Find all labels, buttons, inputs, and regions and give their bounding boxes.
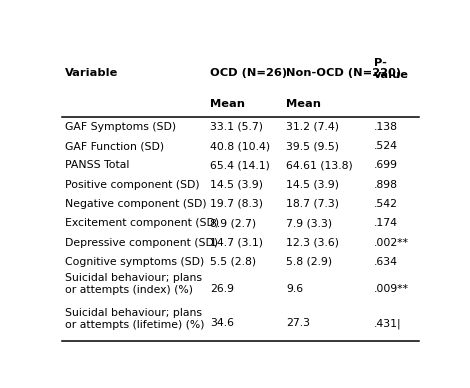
Text: 39.5 (9.5): 39.5 (9.5): [286, 141, 339, 151]
Text: 8.9 (2.7): 8.9 (2.7): [210, 218, 256, 228]
Text: 14.5 (3.9): 14.5 (3.9): [286, 180, 339, 190]
Text: Excitement component (SD): Excitement component (SD): [65, 218, 219, 228]
Text: .542: .542: [374, 199, 398, 209]
Text: 31.2 (7.4): 31.2 (7.4): [286, 122, 339, 132]
Text: PANSS Total: PANSS Total: [65, 160, 130, 170]
Text: Variable: Variable: [65, 68, 119, 78]
Text: 34.6: 34.6: [210, 319, 234, 329]
Text: GAF Symptoms (SD): GAF Symptoms (SD): [65, 122, 176, 132]
Text: Negative component (SD): Negative component (SD): [65, 199, 207, 209]
Text: OCD (N=26): OCD (N=26): [210, 68, 287, 78]
Text: 33.1 (5.7): 33.1 (5.7): [210, 122, 263, 132]
Text: .002**: .002**: [374, 237, 409, 248]
Text: 64.61 (13.8): 64.61 (13.8): [286, 160, 353, 170]
Text: 27.3: 27.3: [286, 319, 310, 329]
Text: .431|: .431|: [374, 318, 401, 329]
Text: Depressive component (SD): Depressive component (SD): [65, 237, 219, 248]
Text: Non-OCD (N=220): Non-OCD (N=220): [286, 68, 401, 78]
Text: .138: .138: [374, 122, 398, 132]
Text: 12.3 (3.6): 12.3 (3.6): [286, 237, 339, 248]
Text: 5.8 (2.9): 5.8 (2.9): [286, 257, 333, 267]
Text: Mean: Mean: [286, 99, 321, 109]
Text: 19.7 (8.3): 19.7 (8.3): [210, 199, 263, 209]
Text: GAF Function (SD): GAF Function (SD): [65, 141, 164, 151]
Text: .634: .634: [374, 257, 398, 267]
Text: 9.6: 9.6: [286, 284, 304, 294]
Text: .699: .699: [374, 160, 398, 170]
Text: .898: .898: [374, 180, 398, 190]
Text: Mean: Mean: [210, 99, 245, 109]
Text: 18.7 (7.3): 18.7 (7.3): [286, 199, 339, 209]
Text: Positive component (SD): Positive component (SD): [65, 180, 200, 190]
Text: 5.5 (2.8): 5.5 (2.8): [210, 257, 256, 267]
Text: Suicidal behaviour; plans
or attempts (index) (%): Suicidal behaviour; plans or attempts (i…: [65, 274, 202, 295]
Text: Cognitive symptoms (SD): Cognitive symptoms (SD): [65, 257, 204, 267]
Text: 65.4 (14.1): 65.4 (14.1): [210, 160, 270, 170]
Text: .524: .524: [374, 141, 398, 151]
Text: 7.9 (3.3): 7.9 (3.3): [286, 218, 333, 228]
Text: .009**: .009**: [374, 284, 409, 294]
Text: 14.7 (3.1): 14.7 (3.1): [210, 237, 263, 248]
Text: 14.5 (3.9): 14.5 (3.9): [210, 180, 263, 190]
Text: 26.9: 26.9: [210, 284, 234, 294]
Text: .174: .174: [374, 218, 398, 228]
Text: 40.8 (10.4): 40.8 (10.4): [210, 141, 270, 151]
Text: Suicidal behaviour; plans
or attempts (lifetime) (%): Suicidal behaviour; plans or attempts (l…: [65, 308, 205, 330]
Text: P-
value: P- value: [374, 59, 409, 80]
